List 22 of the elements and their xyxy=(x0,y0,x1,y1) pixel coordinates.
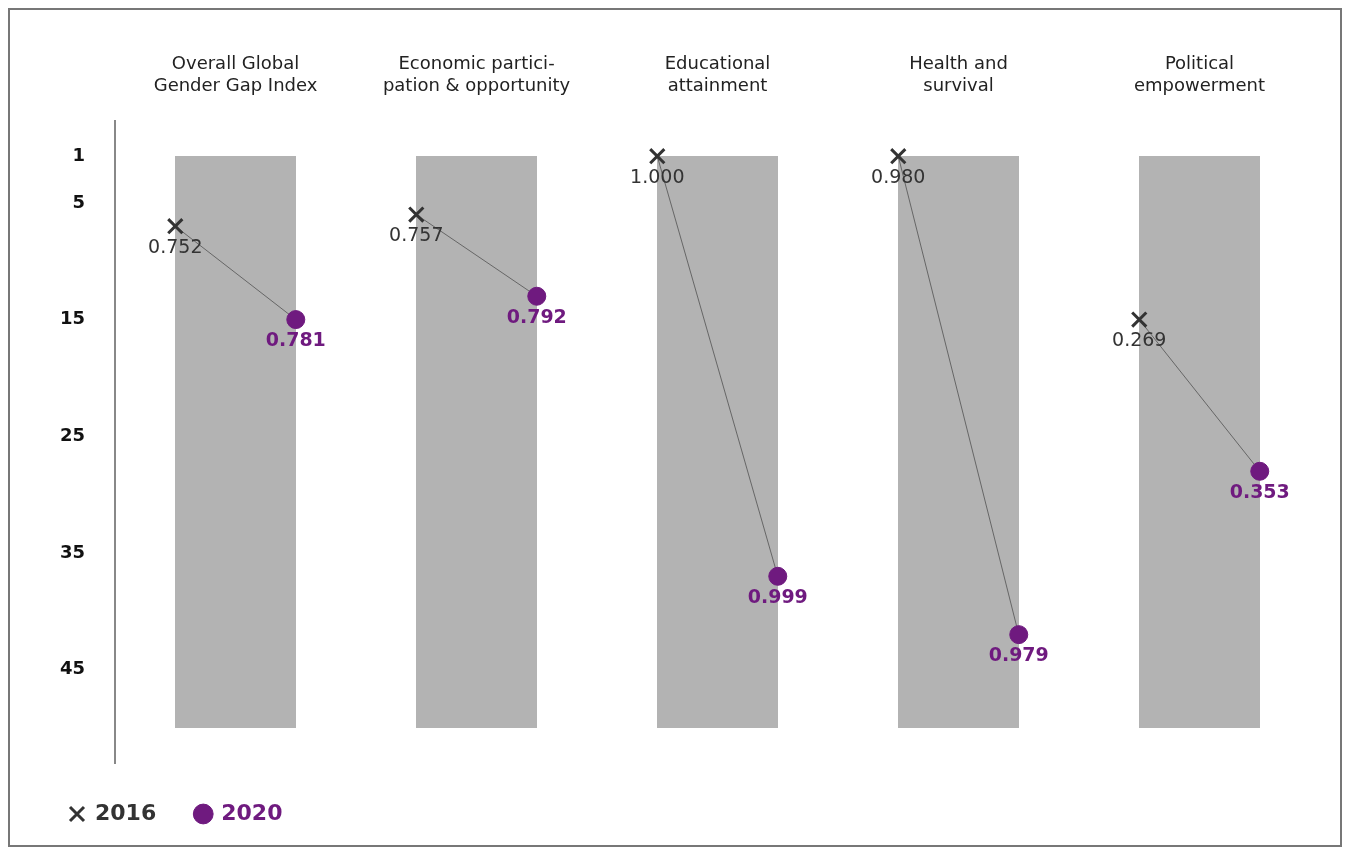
legend-label: 2016 xyxy=(95,799,157,825)
annotation: 0.999 xyxy=(747,584,808,607)
annotation: 0.979 xyxy=(988,643,1049,666)
y-tick-label: 25 xyxy=(59,423,86,445)
y-tick-label: 35 xyxy=(59,540,86,562)
annotation: 0.752 xyxy=(148,234,203,257)
legend-label: 2020 xyxy=(221,799,283,825)
x-tick-label: Health and survival xyxy=(909,52,1008,96)
annotation: 0.353 xyxy=(1229,479,1290,502)
y-tick-label: 5 xyxy=(72,190,86,212)
x-tick-label: Economic partici- pation & opportunity xyxy=(382,52,571,96)
annotation: 0.980 xyxy=(871,164,926,187)
y-tick-label: 1 xyxy=(72,143,86,165)
y-tick-label: 15 xyxy=(59,307,86,329)
annotation: 0.757 xyxy=(389,222,444,245)
annotation: 0.269 xyxy=(1112,328,1167,351)
annotation: 0.792 xyxy=(506,304,567,327)
y-tick-label: 45 xyxy=(59,657,86,679)
x-tick-label: Overall Global Gender Gap Index xyxy=(153,52,318,96)
x-tick-label: Educational attainment xyxy=(664,52,771,96)
annotation: 0.781 xyxy=(265,328,326,351)
x-tick-label: Political empowerment xyxy=(1134,52,1266,96)
